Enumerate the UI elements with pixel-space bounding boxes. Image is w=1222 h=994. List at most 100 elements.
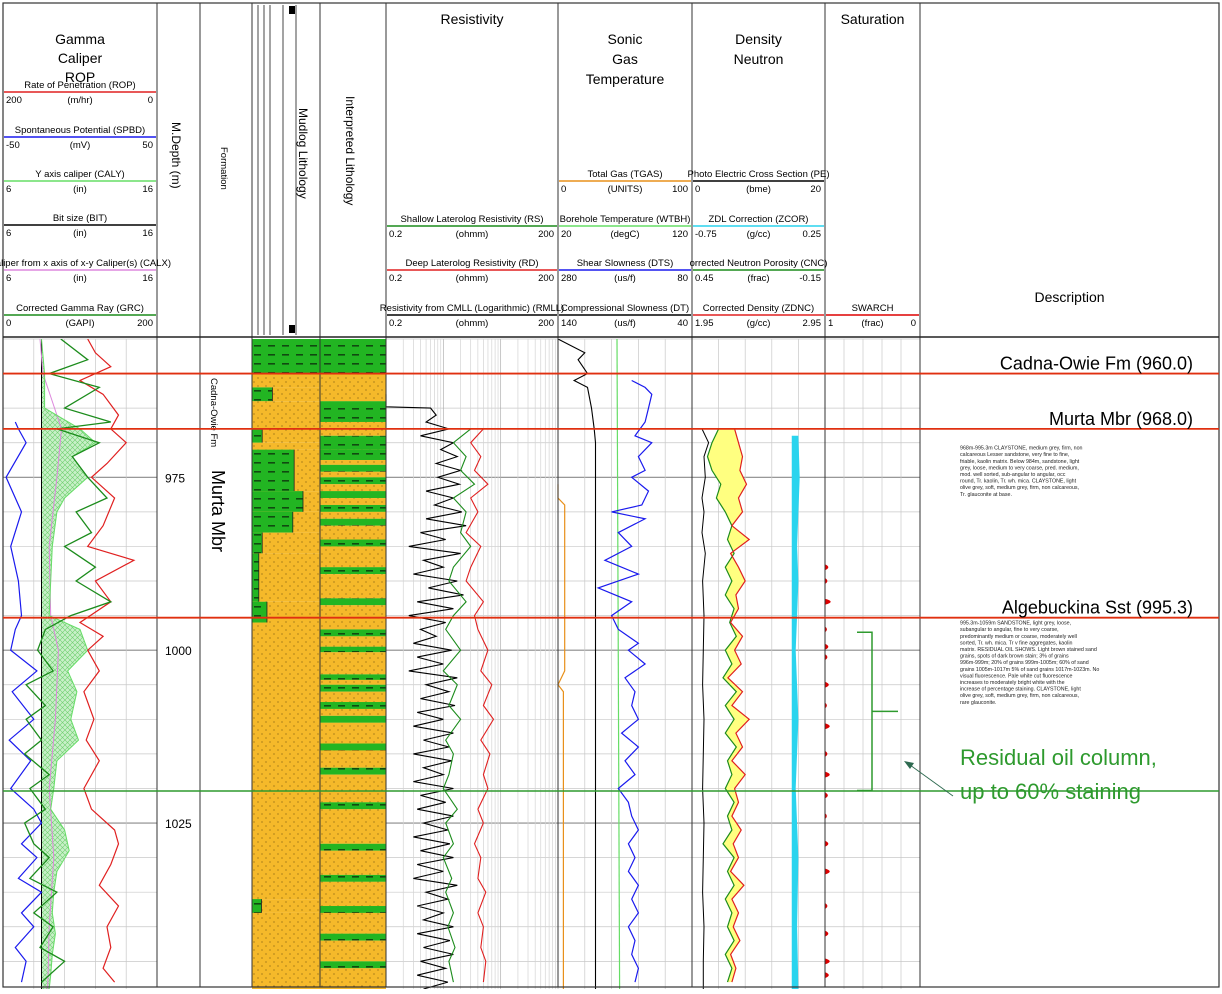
interp-interval-sandstone	[320, 881, 386, 907]
interp-interval-sandstone	[320, 774, 386, 803]
description-text: olive grey, soft, medium grey, firm, non…	[960, 693, 1079, 699]
swarch-spike	[825, 750, 828, 757]
description-layer: 968m-995.3m CLAYSTONE, medium grey, firm…	[960, 446, 1099, 706]
mudlog-interval-claystone	[252, 339, 320, 374]
curve-scale-right: 100	[672, 184, 688, 195]
interp-interval-sandstone	[320, 511, 386, 519]
curve-header-name: Photo Electric Cross Section (PE)	[687, 169, 829, 180]
interp-interval-sandstone	[320, 722, 386, 744]
interp-interval-sandstone	[320, 912, 386, 934]
sonic-title: Gas	[612, 51, 638, 67]
curve-header-name: Shear Slowness (DTS)	[577, 258, 674, 269]
curve-scale-right: 16	[142, 184, 153, 195]
formation-small-label: Cadna-Owie Fm	[208, 378, 219, 447]
curve-scale-left: 0.2	[389, 273, 402, 284]
annotation-arrowhead	[904, 761, 914, 769]
mudlog-interval-sandstone	[252, 401, 320, 429]
curve-scale-left: 0.2	[389, 318, 402, 329]
curve-header-name: Corrected Density (ZDNC)	[703, 303, 814, 314]
interp-interval-claystone	[320, 464, 386, 472]
curve-scale-right: 200	[538, 229, 554, 240]
interp-interval-sandstone	[320, 850, 386, 875]
density-title: Density	[735, 31, 782, 47]
curve-scale-right: 200	[137, 318, 153, 329]
curve-scale-unit: (g/cc)	[747, 318, 771, 329]
description-text: mod. well sorted, sub-angular to angular…	[960, 472, 1066, 478]
curve-scale-unit: (frac)	[861, 318, 883, 329]
interp-interval-sandstone	[320, 809, 386, 844]
mudlog-interval-claystone	[252, 511, 293, 533]
density-neutron-fill	[707, 428, 750, 983]
swarch-spike	[825, 598, 831, 605]
sp-curve	[5, 421, 43, 983]
dt-curve	[557, 339, 597, 989]
rop-curve	[78, 339, 136, 983]
curve-scale-left: 0.2	[389, 229, 402, 240]
rs-curve	[442, 428, 476, 983]
mudlog-marker-bottom	[289, 325, 295, 333]
zcor-band	[791, 435, 800, 989]
curve-scale-unit: (m/hr)	[67, 95, 92, 106]
interp-interval-sandstone	[320, 498, 386, 505]
description-text: matrix. RESIDUAL OIL SHOWS. Light brown …	[960, 647, 1097, 653]
curve-scale-right: 50	[142, 140, 153, 151]
curve-scale-left: 140	[561, 318, 577, 329]
interp-interval-sandstone	[320, 460, 386, 465]
swarch-spike	[825, 840, 829, 847]
curve-scale-unit: (degC)	[610, 229, 639, 240]
curve-header-name: Borehole Temperature (WTBH)	[560, 214, 691, 225]
description-text: 996m-999m; 20% of grains 999m-1005m; 60%…	[960, 660, 1089, 666]
curve-scale-right: 0	[148, 95, 153, 106]
curve-header-name: Bit size (BIT)	[53, 213, 107, 224]
curve-scale-right: 16	[142, 228, 153, 239]
curve-scale-left: 1	[828, 318, 833, 329]
mudlog-interval-bg	[252, 428, 320, 443]
interp-interval-claystone	[320, 843, 386, 851]
curve-scale-right: 16	[142, 273, 153, 284]
rd-curve	[465, 428, 495, 983]
sonic-title: Sonic	[607, 31, 642, 47]
swarch-spike	[825, 771, 830, 778]
gr-curve	[23, 339, 113, 983]
curve-scale-left: 20	[561, 229, 572, 240]
swarch-spike	[825, 654, 828, 661]
track1-title: Gamma	[55, 31, 105, 47]
curve-scale-right: 2.95	[803, 318, 822, 329]
description-text: visual fluorescence. Pale white cut fluo…	[960, 673, 1073, 679]
curve-scale-left: 200	[6, 95, 22, 106]
curve-header-name: Rate of Penetration (ROP)	[24, 80, 135, 91]
interp-interval-sandstone	[320, 636, 386, 647]
interp-interval-claystone	[320, 339, 386, 374]
interp-interval-claystone	[320, 539, 386, 547]
swarch-spike	[825, 578, 828, 585]
swarch-spike	[825, 564, 829, 571]
curve-scale-unit: (in)	[73, 228, 87, 239]
sonic-title: Temperature	[586, 71, 665, 87]
curve-header-name: Deep Laterolog Resistivity (RD)	[405, 258, 538, 269]
mudlog-interval-bg	[252, 899, 320, 913]
annotation-layer: Residual oil column, up to 60% staining	[3, 631, 1219, 804]
swarch-spike	[825, 792, 828, 799]
swarch-spike	[825, 972, 829, 979]
interp-interval-sandstone	[320, 708, 386, 716]
interp-interval-claystone	[320, 874, 386, 882]
mudlog-interval-sandstone	[252, 912, 320, 989]
curve-header-name: ZDL Correction (ZCOR)	[709, 214, 809, 225]
curve-scale-left: 0	[695, 184, 700, 195]
caliper-fill	[41, 339, 96, 989]
curve-scale-right: 0.25	[803, 229, 822, 240]
curve-header-name: SWARCH	[852, 303, 894, 314]
mudlog-track-title: Mudlog Lithology	[296, 108, 310, 199]
curve-scale-unit: (UNITS)	[608, 184, 643, 195]
mudlog-interval-bg	[252, 532, 320, 554]
curve-scale-left: 6	[6, 228, 11, 239]
interp-interval-claystone	[320, 518, 386, 526]
curve-scale-left: 280	[561, 273, 577, 284]
curve-scale-right: 200	[538, 273, 554, 284]
interp-interval-claystone	[320, 629, 386, 637]
mudlog-interval-claystone	[252, 491, 303, 512]
interp-interval-claystone	[320, 961, 386, 969]
